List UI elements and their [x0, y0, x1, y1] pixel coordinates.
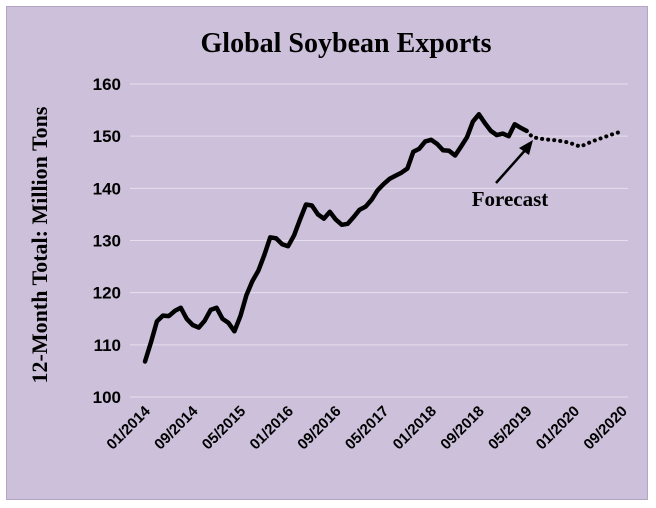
x-tick-labels: 01/201409/201405/201501/201609/201605/20…: [103, 402, 630, 453]
y-tick-label: 150: [93, 127, 121, 146]
y-tick-label: 120: [93, 284, 121, 303]
y-tick-label: 110: [94, 336, 121, 355]
x-tick-label: 09/2020: [580, 403, 630, 453]
y-tick-label: 140: [93, 179, 121, 198]
x-tick-label: 01/2018: [390, 403, 440, 453]
chart-frame: [6, 6, 648, 500]
forecast-arrow-head: [519, 140, 533, 155]
x-tick-label: 09/2016: [294, 403, 344, 453]
forecast-annotation: Forecast: [472, 140, 549, 211]
y-tick-label: 100: [93, 388, 121, 407]
forecast-series-line: [524, 128, 624, 149]
forecast-arrow-line: [495, 146, 529, 184]
forecast-label: Forecast: [472, 187, 549, 211]
actual-series-line: [142, 112, 529, 364]
y-tick-labels: 100 110 120 130 140 150 160: [93, 75, 121, 407]
x-tick-label: 01/2014: [103, 402, 154, 453]
x-tick-label: 05/2017: [342, 403, 392, 453]
y-axis-label: 12-Month Total: Million Tons: [27, 106, 52, 383]
x-tick-label: 09/2018: [437, 403, 487, 453]
gridlines: [130, 83, 628, 398]
x-tick-label: 05/2019: [485, 403, 535, 453]
y-tick-label: 130: [93, 232, 121, 251]
x-tick-label: 01/2016: [247, 403, 297, 453]
x-tick-label: 05/2015: [199, 403, 249, 453]
series-lines: [142, 112, 624, 364]
x-tick-label: 01/2020: [533, 403, 583, 453]
y-tick-label: 160: [93, 75, 121, 94]
x-tick-label: 09/2014: [151, 402, 202, 453]
chart-title: Global Soybean Exports: [201, 28, 492, 59]
